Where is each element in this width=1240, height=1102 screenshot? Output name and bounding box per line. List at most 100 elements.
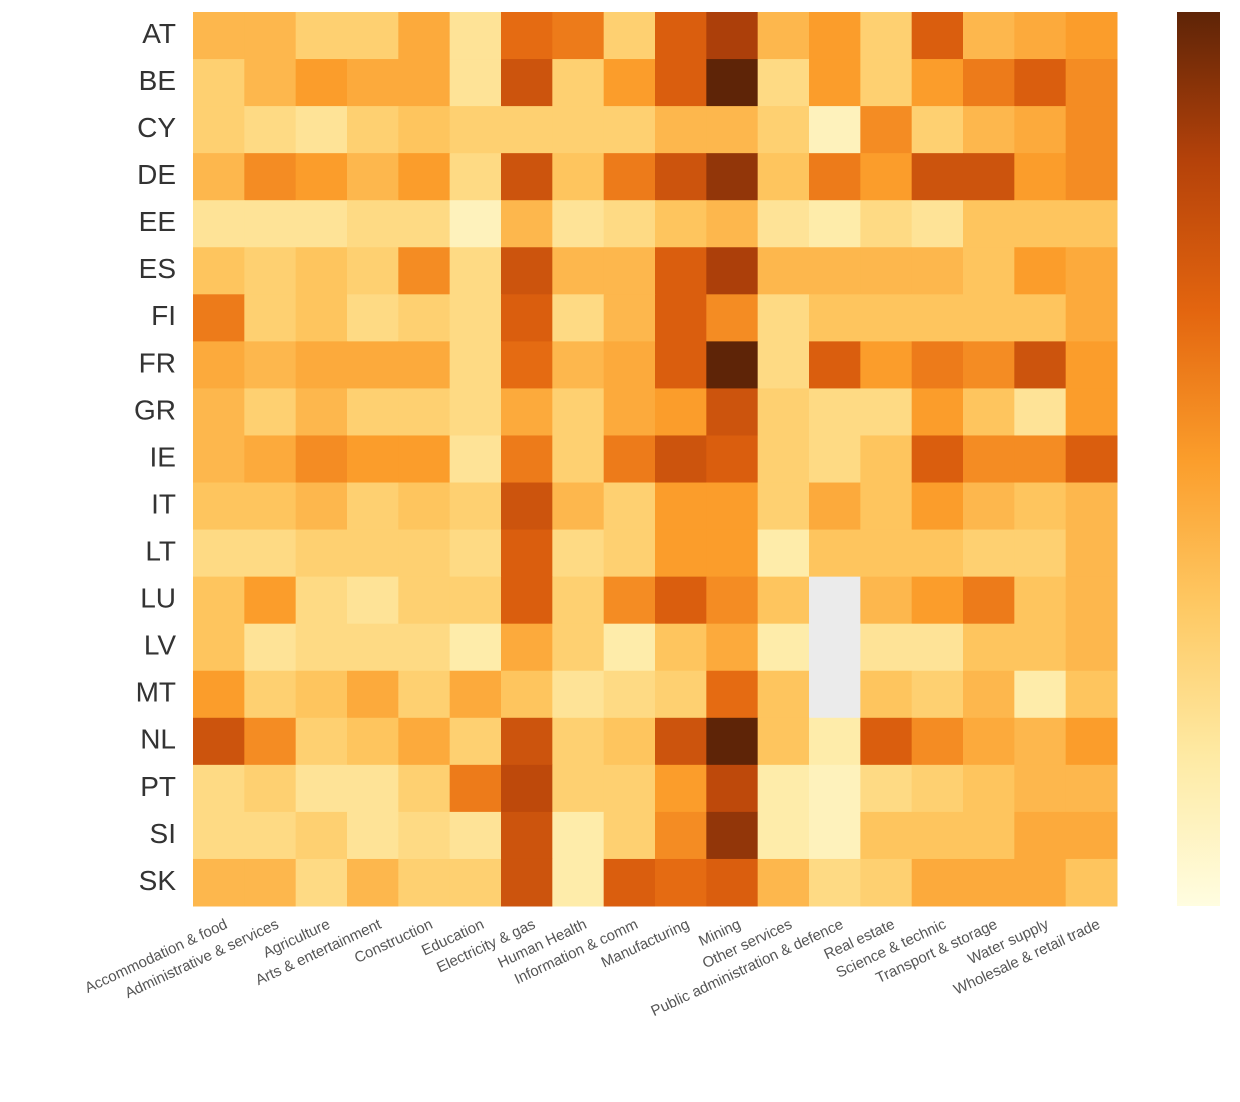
heatmap-cell (706, 670, 759, 719)
heatmap-cell (809, 106, 861, 154)
heatmap-cell (706, 247, 759, 295)
heatmap-cell (398, 200, 451, 248)
heatmap-cell (501, 811, 553, 860)
heatmap-cell (757, 576, 810, 625)
heatmap-cell (501, 200, 553, 248)
heatmap-cell (1014, 482, 1067, 531)
heatmap-cell (860, 59, 913, 107)
heatmap-cell (963, 858, 1015, 907)
heatmap-cell (1014, 341, 1067, 389)
heatmap-cell (244, 717, 297, 766)
heatmap-cell (1065, 811, 1118, 860)
row-label: SK (139, 865, 177, 896)
heatmap-cell (860, 529, 913, 578)
heatmap-cell (911, 623, 964, 672)
heatmap-cell (1065, 435, 1118, 484)
heatmap-cell (809, 482, 861, 531)
heatmap-cell (501, 670, 553, 719)
heatmap-cell (398, 435, 451, 484)
row-label: FR (139, 347, 176, 378)
row-label: CY (137, 112, 176, 143)
heatmap-cell (449, 106, 502, 154)
heatmap-cell (1014, 153, 1067, 201)
heatmap-cell (1014, 59, 1067, 107)
heatmap-cell (757, 59, 810, 107)
heatmap-cell (295, 717, 348, 766)
heatmap-cell (655, 294, 707, 342)
heatmap-cell (449, 153, 502, 201)
heatmap-cell (193, 388, 245, 436)
heatmap-cell (706, 623, 759, 672)
heatmap-cell (603, 623, 656, 672)
heatmap-cell (911, 153, 964, 201)
heatmap-cell (911, 294, 964, 342)
heatmap-cell (1065, 12, 1118, 60)
heatmap-cell (501, 435, 553, 484)
heatmap-cell (501, 106, 553, 154)
heatmap-cell (552, 341, 605, 389)
heatmap-cell (501, 576, 553, 625)
heatmap-cell (757, 623, 810, 672)
missing-cell (809, 670, 861, 719)
heatmap-cell (860, 858, 913, 907)
heatmap-cell (963, 59, 1015, 107)
heatmap-cell (809, 717, 861, 766)
heatmap-cell (347, 294, 399, 342)
heatmap-cell (449, 247, 502, 295)
heatmap-cell (911, 341, 964, 389)
heatmap-cell (603, 200, 656, 248)
heatmap-cell (655, 388, 707, 436)
heatmap-cell (552, 858, 605, 907)
heatmap-cell (552, 388, 605, 436)
heatmap-cell (552, 623, 605, 672)
heatmap-cell (1014, 764, 1067, 813)
heatmap-cell (757, 435, 810, 484)
heatmap-cell (347, 153, 399, 201)
heatmap-cell (295, 341, 348, 389)
heatmap-cell (963, 435, 1015, 484)
colorbar (1177, 12, 1220, 906)
heatmap-cell (1065, 294, 1118, 342)
heatmap-cell (911, 200, 964, 248)
heatmap-cell (398, 576, 451, 625)
heatmap-cell (501, 153, 553, 201)
heatmap-cell (193, 153, 245, 201)
heatmap-cell (963, 153, 1015, 201)
heatmap-cell (911, 529, 964, 578)
heatmap-cell (552, 59, 605, 107)
heatmap-cell (1014, 12, 1067, 60)
heatmap-cell (193, 294, 245, 342)
heatmap-cell (449, 576, 502, 625)
heatmap-cell (860, 153, 913, 201)
heatmap-cell (1014, 435, 1067, 484)
heatmap-cell (1065, 529, 1118, 578)
row-label: LT (145, 535, 176, 566)
heatmap-cell (860, 670, 913, 719)
heatmap-cell (1065, 482, 1118, 531)
heatmap-cell (603, 764, 656, 813)
heatmap-cell (398, 482, 451, 531)
heatmap-cell (655, 764, 707, 813)
heatmap-cell (193, 200, 245, 248)
heatmap-cell (347, 200, 399, 248)
heatmap-cell (244, 482, 297, 531)
heatmap-cell (655, 341, 707, 389)
heatmap-cell (860, 482, 913, 531)
heatmap-cell (603, 435, 656, 484)
heatmap-cell (1014, 670, 1067, 719)
heatmap-cell (244, 59, 297, 107)
heatmap-cell (244, 764, 297, 813)
heatmap-cell (860, 717, 913, 766)
heatmap-cell (244, 341, 297, 389)
heatmap-cell (398, 717, 451, 766)
heatmap-cell (603, 576, 656, 625)
missing-cell (809, 576, 861, 625)
heatmap-cell (603, 12, 656, 60)
heatmap-cell (347, 482, 399, 531)
heatmap-cell (193, 764, 245, 813)
heatmap-cell (244, 529, 297, 578)
heatmap-cell (449, 12, 502, 60)
heatmap-cell (501, 858, 553, 907)
row-label: IT (151, 488, 176, 519)
heatmap-cell (1014, 200, 1067, 248)
